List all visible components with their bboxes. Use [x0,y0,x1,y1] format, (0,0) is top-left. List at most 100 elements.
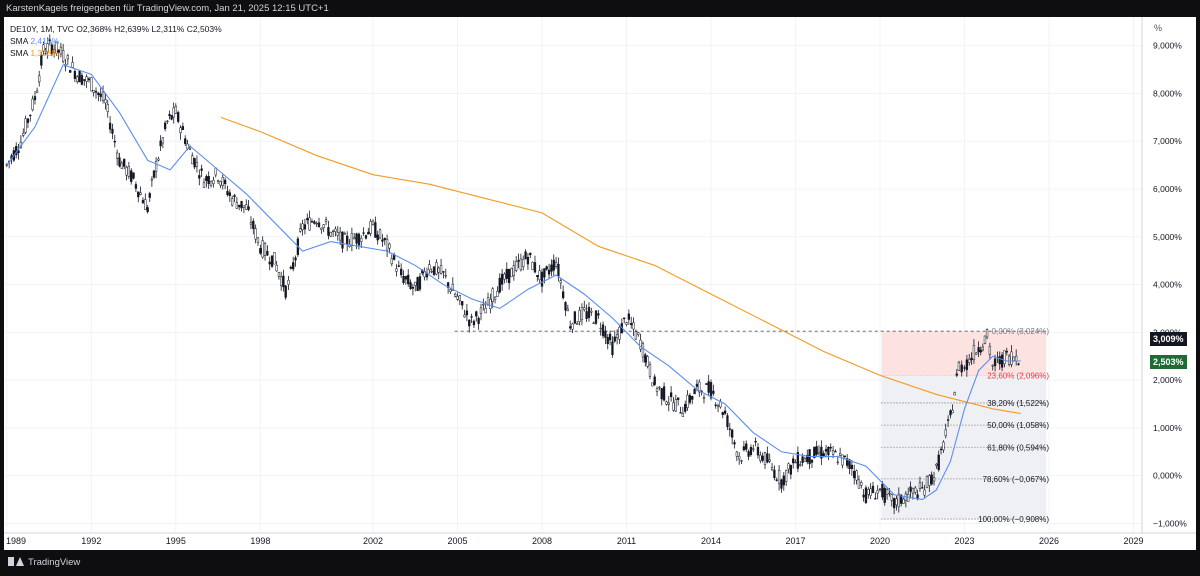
candle-body [442,271,445,273]
candle-body [388,243,391,249]
candle-body [331,230,335,233]
candle-body [106,104,109,113]
candle-body [775,479,778,481]
share-header: KarstenKagels freigegeben für TradingVie… [0,0,1200,17]
price-tick-label: 2,000% [1153,375,1182,385]
candle-body [1007,355,1011,365]
candle-body [418,276,422,290]
candle-body [364,235,368,239]
candle-body [252,220,255,229]
sma-slow-legend[interactable]: SMA 1,328% [10,47,222,59]
candle-body [212,180,215,184]
candle-body [416,277,419,291]
candle-body [660,388,663,400]
candle-body [533,262,537,273]
candle-body [355,233,358,244]
candle-body [829,447,832,449]
candle-body [231,198,234,206]
candle-body [597,313,600,316]
candle-body [738,455,741,460]
candle-body [181,126,185,131]
candle-body [313,221,316,224]
candle-body [87,78,91,81]
candle-body [247,206,250,210]
candle-body [641,343,645,358]
candle-body [444,275,447,277]
candle-body [242,205,246,208]
fib-level-label: 0,00% (3,024%) [992,327,1050,336]
candle-body [841,454,844,466]
candle-body [763,452,767,466]
candle-body [62,50,65,62]
time-tick-label: 2017 [786,536,806,546]
price-chart[interactable]: 0,00% (3,024%) 23,60% (2,096%) 38,20% (1,5… [4,17,1196,550]
candle-body [33,96,37,101]
candle-body [414,281,417,286]
candle-body [885,489,889,495]
candle-body [320,227,323,230]
candle-body [299,228,302,232]
candle-body [836,461,839,464]
candle-body [768,459,771,462]
chart-frame[interactable]: 0,00% (3,024%) 23,60% (2,096%) 38,20% (1,5… [4,17,1196,550]
candle-body [202,182,206,188]
candle-body [482,304,485,306]
candle-body [747,451,750,457]
candle-body [336,232,339,236]
candle-body [268,261,271,265]
candle-body [22,132,25,136]
candle-body [134,184,138,189]
price-tick-label: 9,000% [1153,41,1182,51]
candle-body [29,114,32,117]
candle-body [152,170,156,178]
candle-body [44,52,47,55]
candle-body [968,358,971,363]
candle-body [538,270,541,280]
candle-body [955,373,958,376]
candle-body [294,257,297,261]
candle-body [179,127,182,134]
candle-body [935,463,938,466]
candle-body [385,238,389,251]
candle-body [665,401,668,405]
tradingview-logo[interactable]: TradingView [8,556,80,570]
candle-body [188,147,192,150]
candle-body [449,289,452,292]
candle-body [500,273,504,285]
candle-body [979,349,982,353]
candle-body [850,464,854,469]
candle-body [42,44,45,52]
candle-body [150,178,154,181]
candle-body [594,310,598,324]
candle-body [876,490,879,494]
candle-body [24,118,27,133]
candle-body [637,332,640,335]
sma-fast-legend[interactable]: SMA 2,410% [10,35,222,47]
candle-body [623,317,626,320]
candle-body [123,158,126,167]
candle-body [1003,350,1006,364]
candle-body [144,199,147,210]
candle-body [409,282,412,289]
candle-body [794,461,797,464]
candle-body [245,204,248,210]
candle-body [472,320,476,326]
candle-body [684,403,687,412]
candle-body [820,446,823,459]
candle-body [564,302,567,311]
candle-body [17,150,20,153]
candle-body [508,268,511,284]
candle-body [590,310,593,313]
fib-level-label: 61,80% (0,594%) [987,443,1049,452]
candle-body [705,383,708,385]
candle-body [489,298,492,310]
candle-body [529,252,532,256]
candle-body [374,222,377,238]
candle-body [630,323,633,326]
candle-body [407,274,410,285]
candle-body [728,428,731,430]
candle-body [644,354,647,363]
sma-slow-line [220,116,1021,415]
candle-body [223,179,227,184]
candle-body [369,221,372,234]
